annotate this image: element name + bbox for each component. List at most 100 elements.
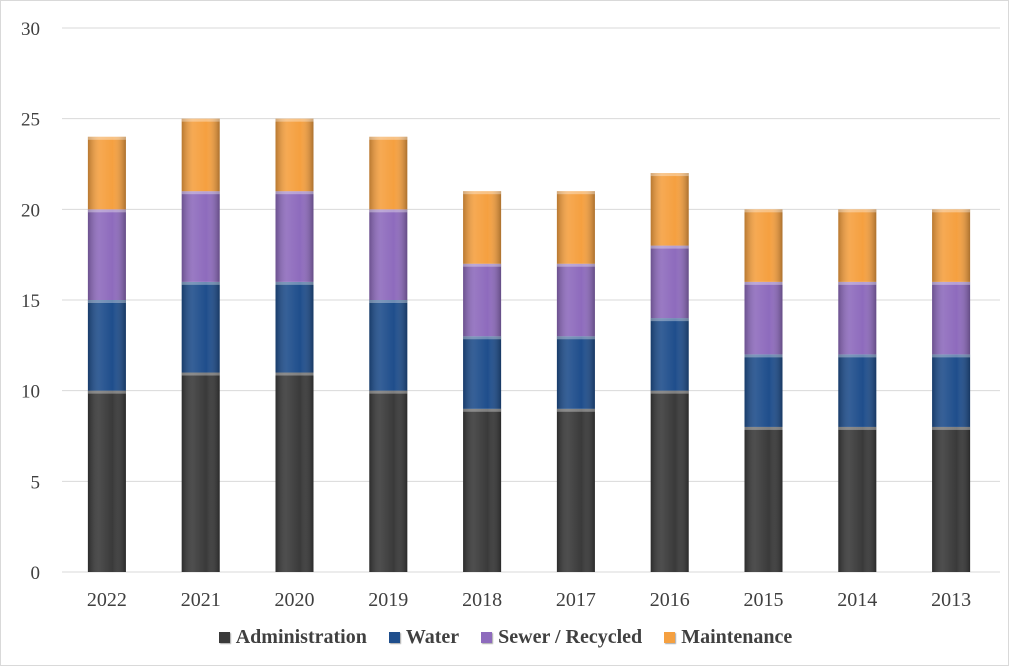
bar-segment — [556, 336, 595, 409]
bar-segment-highlight — [275, 191, 314, 195]
bar-segment-shade — [369, 209, 408, 300]
bar-segment-shade — [87, 209, 126, 300]
y-tick-label: 25 — [21, 110, 40, 131]
bar-segment-highlight — [932, 354, 971, 358]
bar-segment-shade — [463, 336, 502, 409]
x-tick-label: 2016 — [650, 589, 690, 611]
bar-segment — [87, 209, 126, 300]
legend-item: Water — [388, 626, 460, 649]
bar-segment — [744, 209, 783, 282]
bar-segment — [275, 191, 314, 282]
bar-segment-shade — [650, 390, 689, 572]
bar-segment — [932, 354, 971, 427]
bar-segment-highlight — [744, 209, 783, 213]
bar-segment — [275, 372, 314, 572]
bar-segment-highlight — [369, 300, 408, 303]
legend-item: Administration — [218, 626, 367, 649]
bar-segment — [838, 209, 877, 282]
bar-segment-highlight — [838, 209, 877, 213]
bar-segment-highlight — [181, 118, 220, 122]
bar-segment-highlight — [556, 191, 595, 195]
bar-segment — [87, 300, 126, 391]
y-tick-label: 0 — [31, 563, 41, 584]
y-tick-label: 15 — [21, 291, 40, 312]
legend-label: Water — [405, 626, 460, 648]
bar-segment — [744, 426, 783, 572]
bar-segment-highlight — [932, 281, 971, 285]
bar-segment-shade — [275, 281, 314, 373]
legend-swatch — [664, 632, 676, 643]
bar-segment-shade — [744, 426, 783, 572]
bar-segment-highlight — [463, 263, 502, 267]
bar-segment-shade — [87, 136, 126, 210]
bar-segment — [463, 263, 502, 337]
bar-segment-shade — [181, 118, 220, 192]
bar-segment-highlight — [463, 336, 502, 340]
x-axis-ticks: 2022 2021 2020 2019 2018 2017 2016 2015 2014 2013 — [87, 589, 971, 611]
bar-segment — [87, 136, 126, 210]
bar-segment — [838, 281, 877, 355]
bar-segment-shade — [181, 191, 220, 282]
bar-segment — [181, 372, 220, 572]
bar-segment-highlight — [744, 354, 783, 358]
bar-segment-shade — [369, 136, 408, 210]
bar-segment — [369, 390, 408, 572]
bar-segment-highlight — [556, 336, 595, 340]
bar-segment-highlight — [275, 372, 314, 376]
x-tick-label: 2013 — [931, 589, 971, 611]
bar-segment — [181, 118, 220, 192]
bar-segment — [87, 390, 126, 572]
x-tick-label: 2017 — [556, 589, 596, 611]
x-tick-label: 2020 — [275, 589, 315, 611]
bar-segment-shade — [838, 281, 877, 355]
bar-segment-shade — [838, 354, 877, 427]
bar-segment-highlight — [556, 263, 595, 267]
legend-item: Maintenance — [664, 626, 792, 649]
bar-segment — [463, 191, 502, 264]
bar-segment-highlight — [87, 300, 126, 303]
bar-segment — [838, 354, 877, 427]
bar-segment — [650, 318, 689, 391]
bar-segment-highlight — [650, 318, 689, 322]
bar-segment-highlight — [744, 426, 783, 430]
y-tick-label: 10 — [21, 382, 40, 403]
bar-segment-shade — [463, 263, 502, 337]
bar-segment-shade — [275, 118, 314, 192]
bar-segment-highlight — [744, 281, 783, 285]
bar-segment — [932, 281, 971, 355]
bar-segment — [556, 408, 595, 572]
legend-item: Sewer / Recycled — [481, 626, 642, 649]
bar-segment-highlight — [181, 372, 220, 376]
x-tick-label: 2021 — [181, 589, 221, 611]
bar-segment — [275, 118, 314, 192]
bar-segment-shade — [87, 300, 126, 391]
bar-segment — [650, 390, 689, 572]
bar-segment-shade — [369, 300, 408, 391]
bar-segment-highlight — [181, 191, 220, 195]
bar-segment-highlight — [369, 136, 408, 140]
bar-segment — [838, 426, 877, 572]
bar-segment-shade — [744, 281, 783, 355]
bar-segment — [932, 426, 971, 572]
bar-segment-shade — [932, 426, 971, 572]
bar-segment-highlight — [650, 245, 689, 249]
bar-segment-shade — [838, 426, 877, 572]
bar-segment-highlight — [275, 118, 314, 122]
bar-segment-shade — [744, 209, 783, 282]
bar-segment-shade — [650, 245, 689, 319]
bar-segment-highlight — [87, 209, 126, 213]
bar-segment-highlight — [838, 281, 877, 285]
x-tick-label: 2015 — [744, 589, 784, 611]
x-tick-label: 2018 — [462, 589, 502, 611]
bar-segment-highlight — [463, 191, 502, 195]
bar-segment-shade — [744, 354, 783, 427]
bar-segment-highlight — [181, 281, 220, 285]
bar-segment-shade — [650, 318, 689, 391]
bar-segment — [369, 209, 408, 300]
bar-segment-shade — [838, 209, 877, 282]
bar-segment-shade — [181, 281, 220, 373]
bar-segment-shade — [556, 263, 595, 337]
bar-segment-shade — [932, 209, 971, 282]
bar-segment-shade — [181, 372, 220, 572]
